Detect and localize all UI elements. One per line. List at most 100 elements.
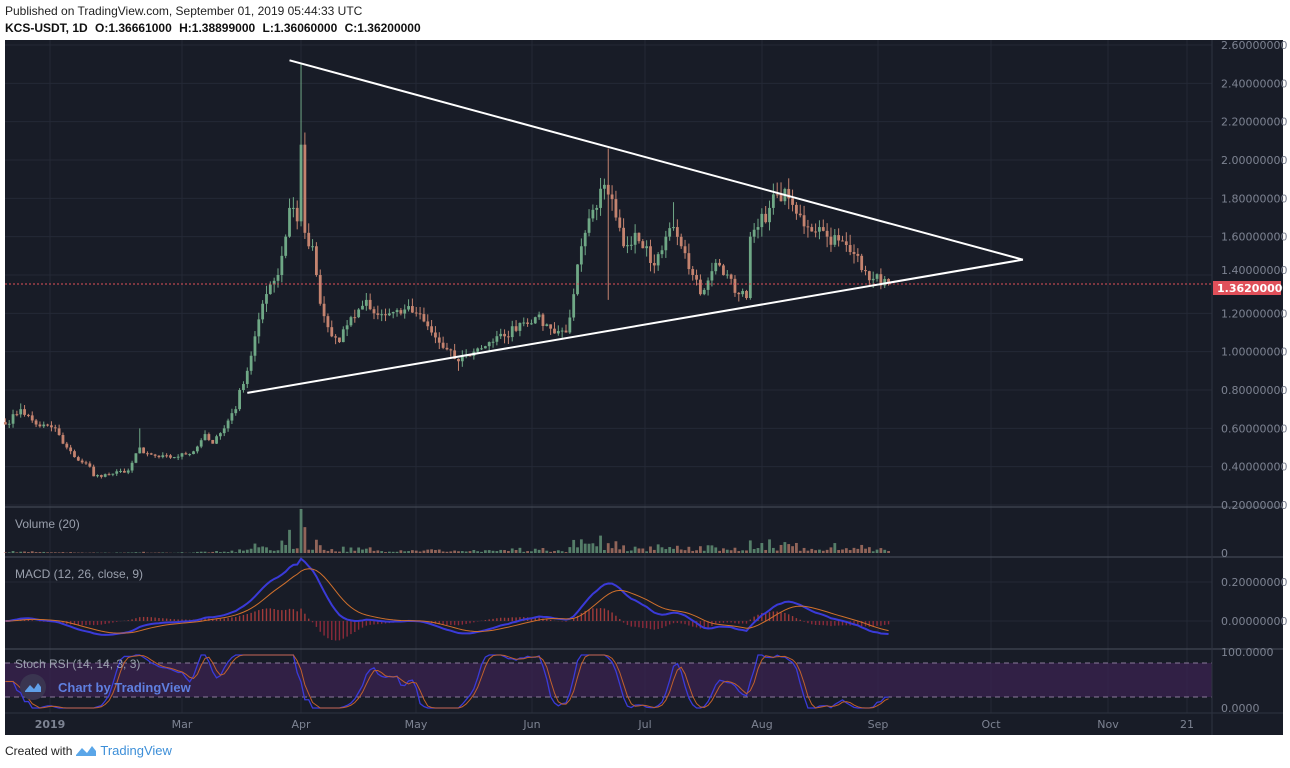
candle-body <box>702 289 706 295</box>
candle-body <box>399 310 403 314</box>
macd-axis-tick: 0.20000000 <box>1221 576 1287 589</box>
volume-bar <box>453 550 457 553</box>
volume-bar <box>280 540 284 553</box>
volume-bar <box>660 547 664 553</box>
volume-bar <box>57 552 61 553</box>
candle-body <box>65 443 69 448</box>
candle-body <box>764 213 768 223</box>
candle <box>806 219 810 238</box>
candle-body <box>38 424 42 427</box>
price-tick-label: 1.60000000 <box>1221 231 1287 244</box>
candle <box>399 308 403 316</box>
stoch-band-fill <box>5 663 1212 697</box>
time-tick-label: Oct <box>981 718 1001 731</box>
candle <box>764 205 768 224</box>
trendlines[interactable] <box>247 59 1024 394</box>
stoch-rsi-plot <box>5 654 889 709</box>
volume-bar <box>760 543 764 553</box>
candle-body <box>633 232 637 245</box>
candle-body <box>545 324 549 327</box>
candle <box>829 227 833 252</box>
candle-body <box>771 194 775 208</box>
candle <box>334 334 337 345</box>
volume-bar <box>330 549 334 553</box>
candle-body <box>526 322 529 324</box>
volume-bar <box>837 550 841 553</box>
candle-body <box>856 253 860 256</box>
candle <box>315 242 318 277</box>
volume-bar <box>587 543 591 553</box>
candle-body <box>130 462 134 471</box>
volume-bar <box>833 543 837 553</box>
candle <box>480 345 483 350</box>
candle <box>149 452 153 455</box>
candle <box>403 304 407 319</box>
candle <box>629 236 633 251</box>
tradingview-link[interactable]: TradingView <box>100 743 172 758</box>
candle-body <box>606 184 610 195</box>
candle <box>599 177 602 216</box>
candle <box>445 342 449 351</box>
candle <box>572 288 576 321</box>
candle <box>710 262 714 287</box>
candle-body <box>288 207 291 237</box>
candle-body <box>30 415 34 421</box>
candle <box>437 332 441 350</box>
volume-bar <box>295 548 299 553</box>
candle <box>30 411 34 423</box>
volume-bar <box>687 546 691 553</box>
candle-body <box>457 358 460 362</box>
volume-bar <box>391 551 395 553</box>
volume-bar <box>230 550 234 553</box>
candle <box>510 320 514 342</box>
candle-body <box>722 265 725 276</box>
candle-body <box>752 229 756 237</box>
candle-body <box>841 240 844 242</box>
volume-bar <box>261 546 265 553</box>
candle-body <box>737 292 741 295</box>
candle <box>249 351 253 375</box>
volume-bar <box>844 548 848 553</box>
watermark[interactable]: Chart by TradingView <box>20 674 191 700</box>
volume-bar <box>69 552 73 553</box>
candle-body <box>199 440 203 447</box>
candle-body <box>411 306 414 313</box>
volume-bar <box>645 551 649 553</box>
volume-bar <box>50 552 53 553</box>
candle-body <box>483 346 487 349</box>
candle <box>798 204 802 218</box>
candle-body <box>338 337 341 343</box>
candle-body <box>445 347 449 350</box>
candle-body <box>142 447 145 454</box>
candle-body <box>245 370 249 385</box>
candle <box>722 263 725 276</box>
candle <box>837 228 841 247</box>
volume-bar <box>376 550 380 553</box>
price-tick-label: 1.80000000 <box>1221 192 1287 205</box>
volume-bar <box>441 551 445 553</box>
candle-body <box>514 326 518 331</box>
candle <box>299 64 303 227</box>
candle <box>172 456 176 459</box>
candle-body <box>622 227 625 247</box>
candle <box>760 208 764 237</box>
volume-bar <box>679 549 683 553</box>
volume-bar <box>537 549 541 553</box>
candle-body <box>73 451 76 458</box>
candle <box>775 182 779 199</box>
candle <box>668 222 672 241</box>
candle-body <box>215 436 218 444</box>
candle-body <box>368 299 372 310</box>
candle <box>810 223 814 232</box>
candle-body <box>814 231 817 233</box>
time-axis[interactable]: 2019 Mar Apr May Jun Jul Aug Sep Oct Nov 21 <box>35 718 1194 731</box>
price-axis[interactable]: 2.60000000 2.40000000 2.20000000 2.00000000… <box>1221 39 1287 512</box>
time-tick-label: Nov <box>1097 718 1119 731</box>
price-tick-label: 0.20000000 <box>1221 499 1287 512</box>
candle-body <box>299 144 303 222</box>
candle <box>380 309 384 322</box>
candle <box>353 309 357 323</box>
candle-body <box>430 326 433 333</box>
volume-bar <box>334 551 337 553</box>
